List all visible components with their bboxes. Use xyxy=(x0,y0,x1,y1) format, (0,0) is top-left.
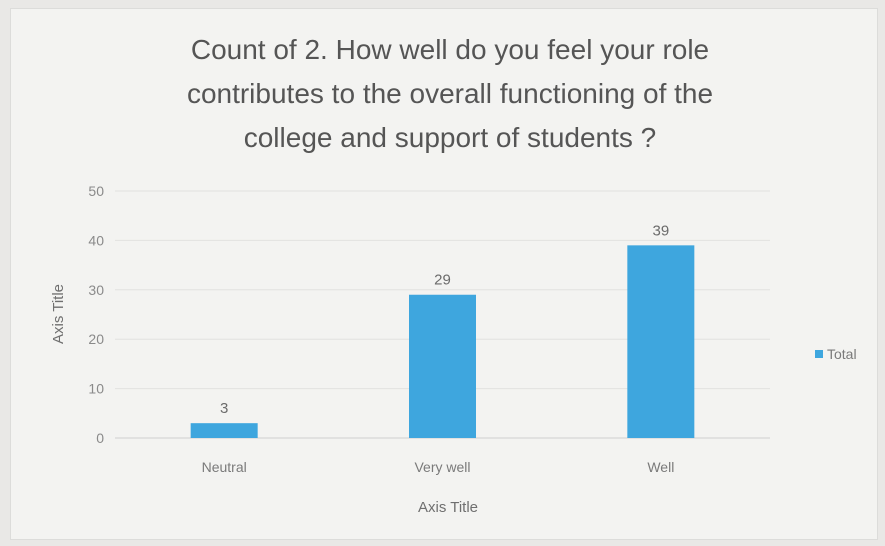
y-tick-label: 50 xyxy=(88,183,104,199)
data-label: 3 xyxy=(220,400,228,417)
x-tick-label: Very well xyxy=(414,459,470,475)
legend: Total xyxy=(815,346,857,362)
x-axis-title: Axis Title xyxy=(418,499,478,516)
chart-title-line-1: Count of 2. How well do you feel your ro… xyxy=(190,34,710,65)
chart-title: Count of 2. How well do you feel your ro… xyxy=(0,28,885,160)
x-axis-categories: Neutral Very well Well xyxy=(202,459,675,475)
y-axis-ticks: 0 10 20 30 40 50 xyxy=(88,183,104,446)
chart-title-line-3: college and support of students ? xyxy=(243,122,657,153)
legend-label-total: Total xyxy=(827,346,857,362)
bar xyxy=(627,245,695,438)
legend-swatch-total xyxy=(815,350,823,358)
y-tick-label: 20 xyxy=(88,331,104,347)
y-tick-label: 10 xyxy=(88,381,104,397)
x-tick-label: Neutral xyxy=(202,459,247,475)
data-labels: 3 29 39 xyxy=(220,222,669,417)
y-tick-label: 0 xyxy=(96,430,104,446)
x-tick-label: Well xyxy=(647,459,674,475)
y-tick-label: 30 xyxy=(88,282,104,298)
y-axis-title: Axis Title xyxy=(50,284,67,344)
chart-card xyxy=(10,8,878,540)
data-label: 29 xyxy=(434,272,451,289)
bar xyxy=(409,294,476,438)
bars xyxy=(190,245,695,438)
chart-title-line-2: contributes to the overall functioning o… xyxy=(186,78,714,109)
bar xyxy=(190,423,258,438)
data-label: 39 xyxy=(652,222,669,239)
y-tick-label: 40 xyxy=(88,232,104,248)
